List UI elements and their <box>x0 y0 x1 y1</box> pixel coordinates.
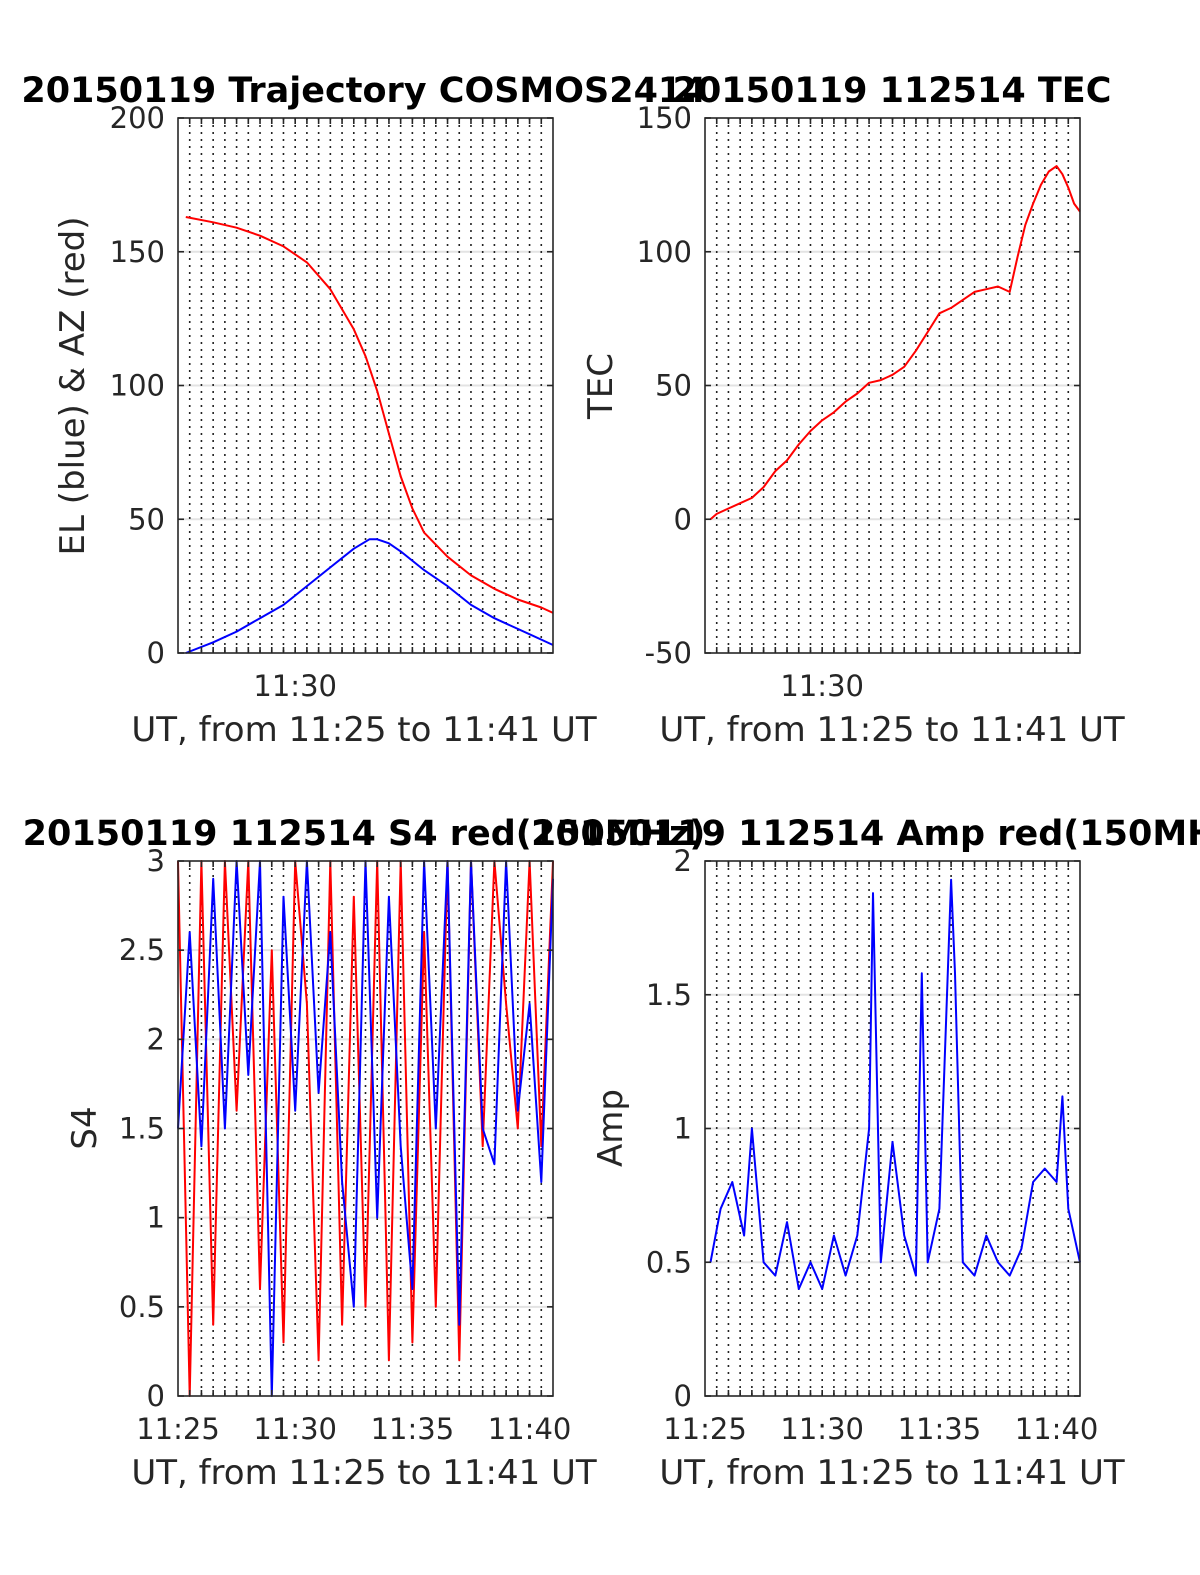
x-tick-label: 11:35 <box>898 1412 982 1446</box>
s4-title: 20150119 112514 S4 red(150MHz) <box>23 814 706 854</box>
amp-y-axis-label: Amp <box>591 1089 631 1167</box>
trajectory-y-axis-label: EL (blue) & AZ (red) <box>53 216 93 555</box>
trajectory-x-axis-label: UT, from 11:25 to 11:41 UT <box>131 710 597 750</box>
tec-x-axis-label: UT, from 11:25 to 11:41 UT <box>659 710 1125 750</box>
amp-panel: 20150119 112514 Amp red(150MHz) UT, from… <box>531 814 1200 1493</box>
s4-y-axis-label: S4 <box>65 1106 105 1149</box>
y-tick-label: 50 <box>128 502 165 536</box>
x-tick-label: 11:40 <box>488 1412 572 1446</box>
y-tick-label: 0 <box>674 502 692 536</box>
series-line-s4-red <box>177 860 554 1397</box>
trajectory-panel: 20150119 Trajectory COSMOS2414 UT, from … <box>21 71 706 750</box>
y-tick-label: 1.5 <box>119 1112 165 1146</box>
x-tick-label: 11:40 <box>1015 1412 1099 1446</box>
x-tick-label: 11:30 <box>253 669 337 703</box>
y-tick-label: 1.5 <box>646 978 692 1012</box>
y-tick-label: 1 <box>674 1112 692 1146</box>
y-tick-label: 150 <box>110 235 165 269</box>
series-line-az <box>185 216 554 614</box>
y-tick-label: 1 <box>147 1201 165 1235</box>
y-tick-label: 0 <box>147 1379 165 1413</box>
y-tick-label: 0.5 <box>119 1290 165 1324</box>
x-tick-label: 11:25 <box>663 1412 747 1446</box>
series-line-el <box>185 538 554 654</box>
y-tick-label: 2 <box>147 1022 165 1056</box>
y-tick-label: 0 <box>147 636 165 670</box>
tec-title: 20150119 112514 TEC <box>673 71 1112 111</box>
s4-x-axis-label: UT, from 11:25 to 11:41 UT <box>131 1453 597 1493</box>
y-tick-label: 0.5 <box>646 1245 692 1279</box>
tec-panel: 20150119 112514 TEC UT, from 11:25 to 11… <box>581 71 1125 750</box>
x-tick-label: 11:30 <box>780 669 864 703</box>
tec-y-axis-label: TEC <box>581 353 621 420</box>
amp-x-axis-label: UT, from 11:25 to 11:41 UT <box>659 1453 1125 1493</box>
x-tick-label: 11:25 <box>136 1412 220 1446</box>
s4-panel: 20150119 112514 S4 red(150MHz) UT, from … <box>23 814 706 1493</box>
y-tick-label: 0 <box>674 1379 692 1413</box>
y-tick-label: 100 <box>637 235 692 269</box>
trajectory-title: 20150119 Trajectory COSMOS2414 <box>21 71 706 111</box>
y-tick-label: 2.5 <box>119 933 165 967</box>
y-tick-label: 2 <box>674 844 692 878</box>
x-tick-label: 11:30 <box>780 1412 864 1446</box>
series-line-tec <box>709 165 1081 521</box>
y-tick-label: 150 <box>637 101 692 135</box>
y-tick-label: -50 <box>645 636 692 670</box>
y-tick-label: 200 <box>110 101 165 135</box>
x-tick-label: 11:35 <box>371 1412 455 1446</box>
x-tick-label: 11:30 <box>253 1412 337 1446</box>
series-line-amp <box>709 878 1081 1290</box>
y-tick-label: 100 <box>110 369 165 403</box>
amp-title: 20150119 112514 Amp red(150MHz) <box>531 814 1200 854</box>
y-tick-label: 50 <box>655 369 692 403</box>
y-tick-label: 3 <box>147 844 165 878</box>
